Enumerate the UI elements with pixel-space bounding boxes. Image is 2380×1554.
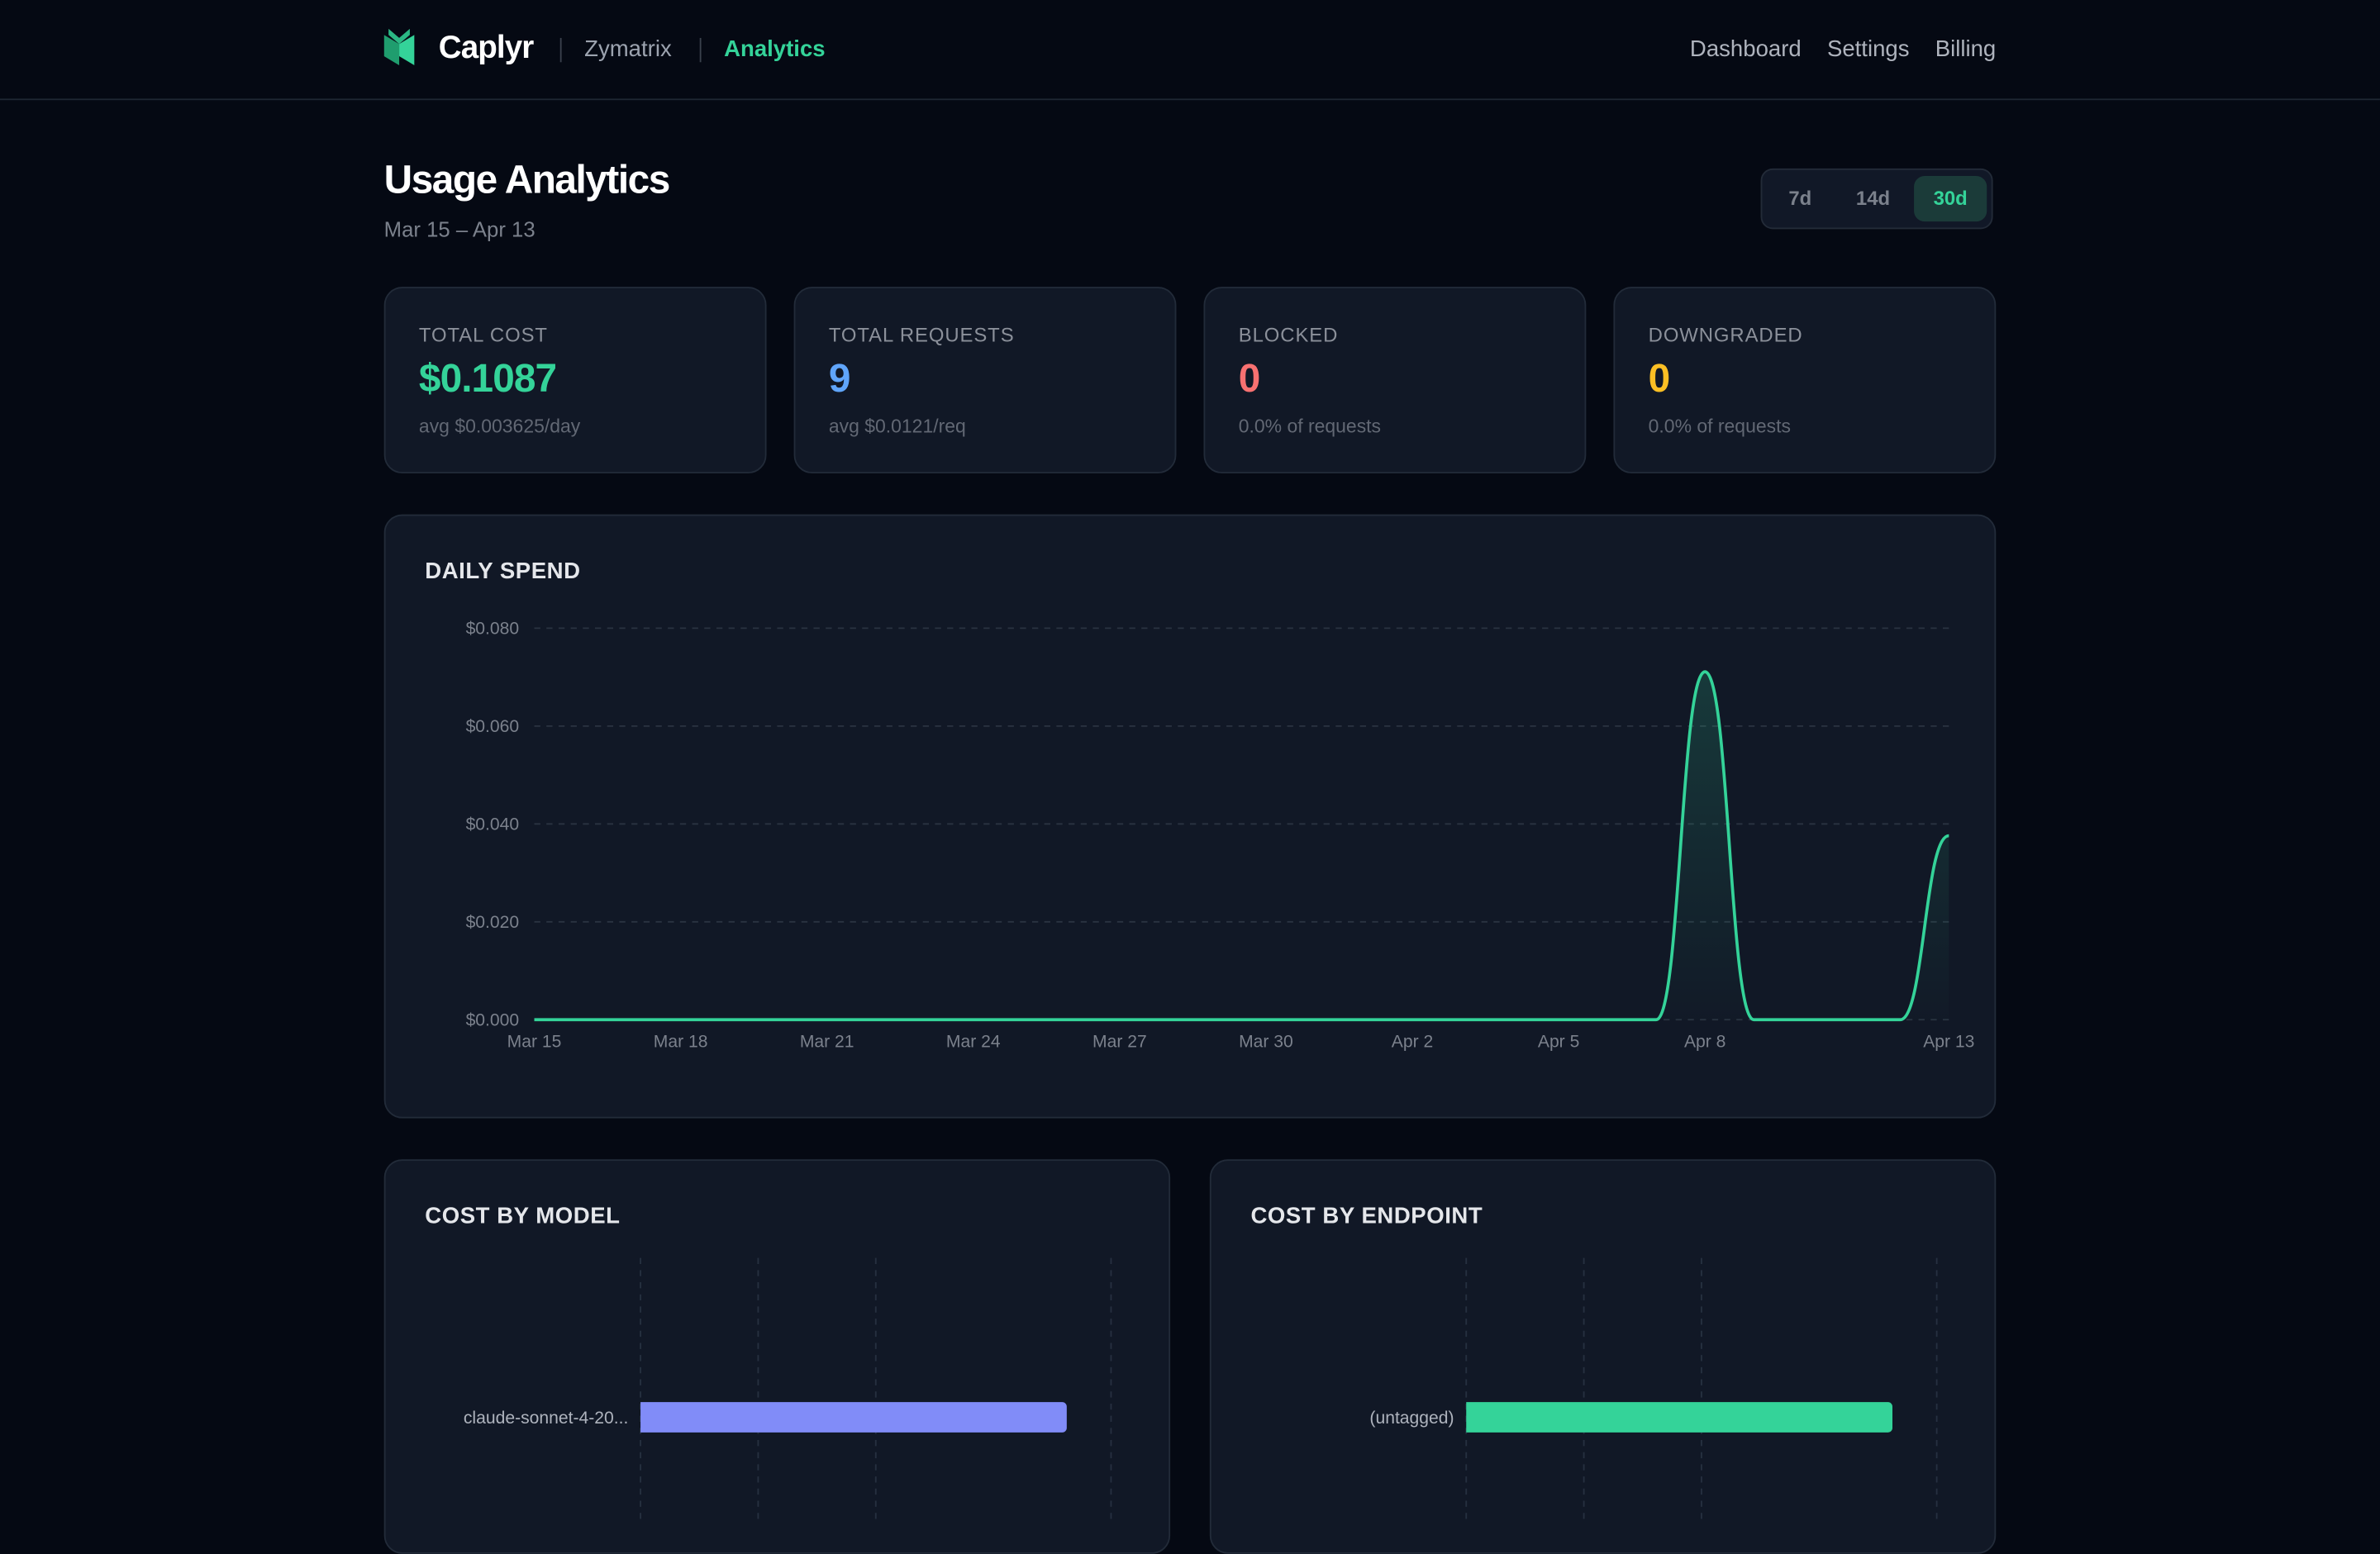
x-tick-label: Apr 2 [1392,1032,1433,1051]
breadcrumb-separator [699,37,702,63]
stat-subtext: 0.0% of requests [1238,416,1382,437]
daily-spend-chart: $0.000 $0.020 $0.040 $0.060 $0.080 Mar 15 Mar … [466,620,1975,1052]
page-title: Usage Analytics [383,156,671,202]
date-range: Mar 15 – Apr 13 [383,216,536,242]
cost-by-model-chart: claude-sonnet-4-20... [464,1257,1112,1525]
stat-subtext: 0.0% of requests [1648,416,1791,437]
daily-spend-card: DAILY SPEND $0.000 $0.020 $0.040 $0.060 $0.0… [383,514,1997,1119]
stat-card-downgraded: DOWNGRADED 0 0.0% of requests [1613,287,1997,474]
cost-by-model-card: COST BY MODEL claude-sonnet-4-20... [383,1159,1171,1554]
stat-subtext: avg $0.003625/day [418,416,581,437]
stat-card-blocked: BLOCKED 0 0.0% of requests [1203,287,1587,474]
stat-label: DOWNGRADED [1648,323,1803,346]
x-tick-label: Mar 24 [946,1032,1001,1051]
caplyr-logo-icon [383,28,415,65]
chart-title: COST BY ENDPOINT [1250,1203,1483,1229]
y-tick-label: $0.000 [466,1011,520,1030]
y-tick-label: $0.040 [466,815,520,834]
range-7d-button[interactable]: 7d [1788,186,1812,210]
y-tick-label: $0.080 [466,620,520,639]
y-tick-label: $0.020 [466,913,520,932]
x-tick-label: Apr 8 [1684,1032,1726,1051]
stat-label: TOTAL REQUESTS [828,323,1015,346]
breadcrumb-separator [559,37,562,63]
stat-value: 9 [828,354,851,401]
bar [640,1402,1067,1433]
bar-category-label: (untagged) [1369,1409,1454,1428]
x-tick-label: Mar 15 [507,1032,562,1051]
stat-subtext: avg $0.0121/req [828,416,966,437]
breadcrumb-current[interactable]: Analytics [724,36,826,63]
x-tick-label: Apr 5 [1538,1032,1579,1051]
cost-by-endpoint-chart: (untagged) [1369,1257,1938,1525]
top-header: Caplyr Zymatrix Analytics Dashboard Sett… [0,0,2380,101]
spend-line [534,670,1950,1022]
cost-by-endpoint-card: COST BY ENDPOINT (untagged) [1209,1159,1997,1554]
y-tick-label: $0.060 [466,717,520,736]
x-tick-label: Mar 27 [1092,1032,1147,1051]
top-nav: Dashboard Settings Billing [1690,36,1996,62]
spend-area [534,672,1949,1020]
x-tick-label: Mar 21 [800,1032,854,1051]
breadcrumb-org[interactable]: Zymatrix [584,36,672,63]
chart-title: DAILY SPEND [425,558,581,585]
stat-card-total-cost: TOTAL COST $0.1087 avg $0.003625/day [383,287,767,474]
stat-value: 0 [1238,354,1261,401]
nav-dashboard[interactable]: Dashboard [1689,36,1802,63]
x-tick-label: Mar 18 [654,1032,708,1051]
stat-value: 0 [1648,354,1671,401]
x-tick-label: Mar 30 [1239,1032,1293,1051]
range-14d-button[interactable]: 14d [1855,186,1891,210]
nav-billing[interactable]: Billing [1935,36,1997,63]
stat-card-total-requests: TOTAL REQUESTS 9 avg $0.0121/req [793,287,1177,474]
range-30d-button[interactable]: 30d [1914,176,1987,222]
stat-value: $0.1087 [418,354,557,401]
brand-name[interactable]: Caplyr [438,30,534,65]
nav-settings[interactable]: Settings [1826,36,1910,63]
stat-label: TOTAL COST [418,323,548,346]
stat-label: BLOCKED [1238,323,1339,346]
chart-title: COST BY MODEL [425,1203,621,1229]
x-tick-label: Apr 13 [1923,1032,1974,1051]
range-toggle: 7d 14d 30d [1760,168,1993,230]
bar-category-label: claude-sonnet-4-20... [464,1409,629,1428]
bar [1466,1402,1893,1433]
